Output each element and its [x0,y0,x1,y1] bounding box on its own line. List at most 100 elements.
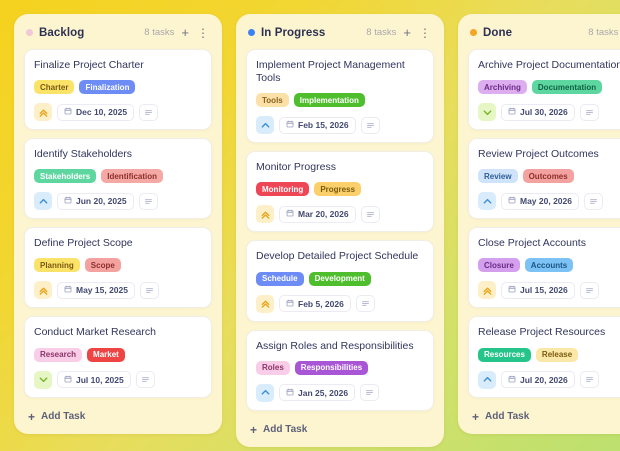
task-tag[interactable]: Monitoring [256,182,310,197]
description-lines-icon[interactable] [579,281,599,299]
task-meta: Feb 5, 2026 [256,294,424,313]
due-date-label: Jul 20, 2026 [520,374,568,385]
chevron-up-icon[interactable] [256,383,274,402]
description-lines-icon[interactable] [360,384,380,402]
task-card[interactable]: Identify Stakeholders Stakeholders Identif… [24,138,212,220]
task-tag[interactable]: Roles [256,360,290,375]
chevron-down-icon[interactable] [34,370,52,389]
due-date-chip[interactable]: Jul 30, 2026 [501,103,575,121]
task-tag[interactable]: Charter [34,80,75,95]
due-date-chip[interactable]: Jan 25, 2026 [279,384,356,402]
due-date-chip[interactable]: Dec 10, 2025 [57,103,135,121]
chevrons-up-icon[interactable] [478,281,496,300]
task-tag[interactable]: Resources [478,347,531,362]
task-tag[interactable]: Review [478,169,518,184]
task-tag[interactable]: Scope [84,258,121,273]
task-tag[interactable]: Research [34,347,83,362]
due-date-label: May 15, 2025 [76,285,128,296]
description-lines-icon[interactable] [579,371,599,388]
task-tag[interactable]: Identification [101,169,164,184]
chevron-up-icon[interactable] [34,192,52,211]
due-date-chip[interactable]: May 20, 2026 [501,192,579,210]
description-lines-icon[interactable] [579,103,599,121]
chevrons-up-icon[interactable] [256,205,274,224]
task-tag[interactable]: Finalization [79,80,136,95]
due-date-chip[interactable]: Jul 20, 2026 [501,371,575,388]
task-tag[interactable]: Implementation [293,93,365,108]
task-card[interactable]: Release Project Resources Resources Releas… [468,316,620,398]
task-tags: Review Outcomes [478,169,620,184]
description-lines-icon[interactable] [138,192,158,210]
column-menu-button[interactable]: ⋮ [197,25,209,40]
description-lines-icon[interactable] [355,295,375,312]
chevron-up-icon[interactable] [256,116,274,135]
due-date-chip[interactable]: Feb 5, 2026 [279,295,351,312]
task-tag[interactable]: Development [308,271,371,286]
due-date-chip[interactable]: Mar 20, 2026 [279,205,356,223]
calendar-icon [286,388,294,398]
task-tag[interactable]: Stakeholders [34,169,97,184]
plus-icon: + [472,409,480,424]
task-tag[interactable]: Schedule [256,271,304,286]
task-tag[interactable]: Responsibilities [294,360,369,375]
description-lines-icon[interactable] [139,281,159,299]
add-card-button[interactable]: + [181,25,189,40]
task-card[interactable]: Archive Project Documentation Archiving Do… [468,49,620,131]
chevron-up-icon[interactable] [478,370,496,389]
due-date-chip[interactable]: Feb 15, 2026 [279,116,356,134]
task-card[interactable]: Review Project Outcomes Review Outcomes May… [468,138,620,220]
task-meta: Jul 10, 2025 [34,370,202,389]
task-meta: Jul 30, 2026 [478,103,620,122]
task-tag[interactable]: Accounts [524,258,574,273]
description-lines-icon[interactable] [139,103,159,121]
description-lines-icon[interactable] [360,116,380,134]
status-dot-icon [26,29,33,36]
chevrons-up-icon[interactable] [34,281,52,300]
add-card-button[interactable]: + [403,25,411,40]
task-card[interactable]: Implement Project Management Tools Tools I… [246,49,434,144]
description-lines-icon[interactable] [583,192,603,210]
task-tags: Planning Scope [34,258,202,273]
task-card[interactable]: Assign Roles and Responsibilities Roles Re… [246,329,434,411]
description-lines-icon[interactable] [360,205,380,223]
plus-icon: + [250,422,258,437]
task-meta: Mar 20, 2026 [256,205,424,224]
due-date-chip[interactable]: May 15, 2025 [57,281,135,299]
task-card[interactable]: Close Project Accounts Closure Accounts Jul… [468,227,620,309]
calendar-icon [64,285,72,295]
add-task-button[interactable]: + Add Task [468,406,620,426]
column-menu-button[interactable]: ⋮ [419,25,431,40]
due-date-chip[interactable]: Jun 20, 2025 [57,192,134,210]
column-task-count: 8 tasks [144,27,175,38]
chevrons-up-icon[interactable] [34,103,52,122]
task-tag[interactable]: Outcomes [522,169,574,184]
add-task-button[interactable]: + Add Task [246,419,434,439]
task-tag[interactable]: Archiving [478,80,527,95]
task-tag[interactable]: Progress [314,182,362,197]
chevron-up-icon[interactable] [478,192,496,211]
task-card[interactable]: Conduct Market Research Research Market Jul… [24,316,212,398]
due-date-chip[interactable]: Jul 15, 2026 [501,281,575,299]
task-card[interactable]: Develop Detailed Project Schedule Schedul… [246,240,434,322]
chevrons-up-icon[interactable] [256,294,274,313]
status-dot-icon [470,29,477,36]
task-tag[interactable]: Planning [34,258,80,273]
chevron-down-icon[interactable] [478,103,496,122]
due-date-label: Dec 10, 2025 [76,107,128,118]
calendar-icon [286,209,294,219]
add-task-button[interactable]: + Add Task [24,406,212,426]
task-meta: May 15, 2025 [34,281,202,300]
due-date-chip[interactable]: Jul 10, 2025 [57,371,131,388]
task-card[interactable]: Define Project Scope Planning Scope May 15,… [24,227,212,309]
task-card[interactable]: Monitor Progress Monitoring Progress Mar 20… [246,151,434,233]
task-tag[interactable]: Market [87,347,125,362]
task-meta: Jun 20, 2025 [34,192,202,211]
task-card[interactable]: Finalize Project Charter Charter Finalizat… [24,49,212,131]
task-tag[interactable]: Closure [478,258,520,273]
task-title: Close Project Accounts [478,237,586,250]
task-tag[interactable]: Tools [256,93,289,108]
description-lines-icon[interactable] [135,371,155,388]
task-tag[interactable]: Release [535,347,579,362]
column-title: Backlog [39,26,85,39]
task-tag[interactable]: Documentation [531,80,603,95]
